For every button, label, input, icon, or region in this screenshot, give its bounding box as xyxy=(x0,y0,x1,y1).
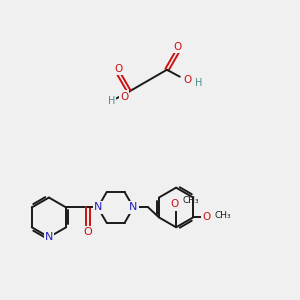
Text: O: O xyxy=(170,200,178,209)
Text: O: O xyxy=(202,212,210,222)
Text: CH₃: CH₃ xyxy=(182,196,199,205)
Text: CH₃: CH₃ xyxy=(214,211,231,220)
Text: H: H xyxy=(108,97,115,106)
Text: O: O xyxy=(120,92,128,101)
Text: H: H xyxy=(195,78,202,88)
Text: N: N xyxy=(94,202,102,212)
Text: O: O xyxy=(174,42,182,52)
Text: O: O xyxy=(83,227,92,237)
Text: O: O xyxy=(114,64,122,74)
Text: N: N xyxy=(129,202,138,212)
Text: N: N xyxy=(45,232,53,242)
Text: O: O xyxy=(184,75,192,85)
